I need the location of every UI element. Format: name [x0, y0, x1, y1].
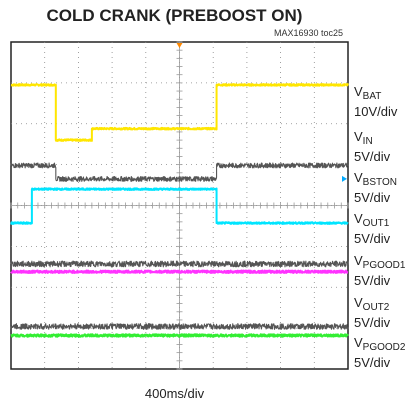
chart-title: COLD CRANK (PREBOOST ON) — [46, 6, 303, 25]
channel-scale-vbston: 5V/div — [354, 190, 391, 205]
trace-vbston — [10, 187, 349, 225]
channel-label-vin: VIN 5V/div — [354, 129, 391, 164]
channel-label-vpgood1: VPGOOD1 5V/div — [354, 253, 406, 288]
trace-vpgood2 — [10, 333, 349, 338]
trace-vpgood1 — [10, 269, 349, 274]
timebase-label: 400ms/div — [144, 386, 205, 401]
trace-vout1 — [10, 260, 349, 268]
trace-vin — [10, 162, 349, 182]
figure-id: MAX16930 toc25 — [273, 28, 343, 38]
channel-label-vout1: VOUT1 5V/div — [354, 211, 391, 246]
channel-label-vbat: VBAT 10V/div — [354, 84, 398, 119]
trigger-level-marker — [342, 175, 347, 182]
channel-label-vpgood2: VPGOOD2 5V/div — [354, 335, 406, 370]
channel-label-vout2: VOUT2 5V/div — [354, 295, 391, 330]
scope-screen — [10, 41, 349, 370]
trace-vbat — [10, 83, 349, 142]
channel-label-vbston: VBSTON 5V/div — [354, 170, 397, 205]
trigger-position-marker — [176, 43, 183, 48]
channel-scale-vin: 5V/div — [354, 149, 391, 164]
channel-scale-vpgood1: 5V/div — [354, 273, 391, 288]
channel-scale-vpgood2: 5V/div — [354, 355, 391, 370]
channel-scale-vbat: 10V/div — [354, 104, 398, 119]
channel-scale-vout2: 5V/div — [354, 315, 391, 330]
trace-vout2 — [10, 323, 349, 330]
channel-scale-vout1: 5V/div — [354, 231, 391, 246]
